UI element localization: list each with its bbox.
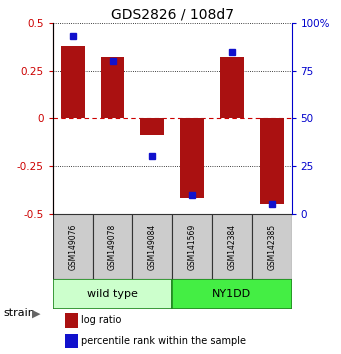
Bar bbox=[180, 118, 204, 198]
Bar bbox=[53, 279, 172, 309]
Text: log ratio: log ratio bbox=[81, 315, 122, 325]
Text: GSM149084: GSM149084 bbox=[148, 223, 157, 270]
Bar bbox=[212, 213, 252, 279]
Bar bbox=[172, 279, 292, 309]
Bar bbox=[93, 213, 132, 279]
Text: GSM142385: GSM142385 bbox=[267, 223, 276, 269]
Text: GSM149078: GSM149078 bbox=[108, 223, 117, 270]
Bar bbox=[252, 213, 292, 279]
Bar bbox=[172, 213, 212, 279]
Text: NY1DD: NY1DD bbox=[212, 289, 251, 299]
Bar bbox=[61, 46, 85, 118]
Bar bbox=[101, 57, 124, 118]
Text: ▶: ▶ bbox=[32, 308, 41, 318]
Bar bbox=[260, 118, 284, 204]
Text: strain: strain bbox=[3, 308, 35, 318]
Bar bbox=[132, 213, 172, 279]
Bar bbox=[140, 118, 164, 136]
Text: percentile rank within the sample: percentile rank within the sample bbox=[81, 336, 247, 346]
Bar bbox=[220, 57, 244, 118]
Text: GSM142384: GSM142384 bbox=[227, 223, 236, 269]
Bar bbox=[65, 313, 78, 327]
Text: wild type: wild type bbox=[87, 289, 138, 299]
Bar bbox=[53, 213, 93, 279]
Bar bbox=[65, 334, 78, 348]
Title: GDS2826 / 108d7: GDS2826 / 108d7 bbox=[111, 8, 234, 22]
Text: GSM141569: GSM141569 bbox=[188, 223, 197, 270]
Text: GSM149076: GSM149076 bbox=[68, 223, 77, 270]
